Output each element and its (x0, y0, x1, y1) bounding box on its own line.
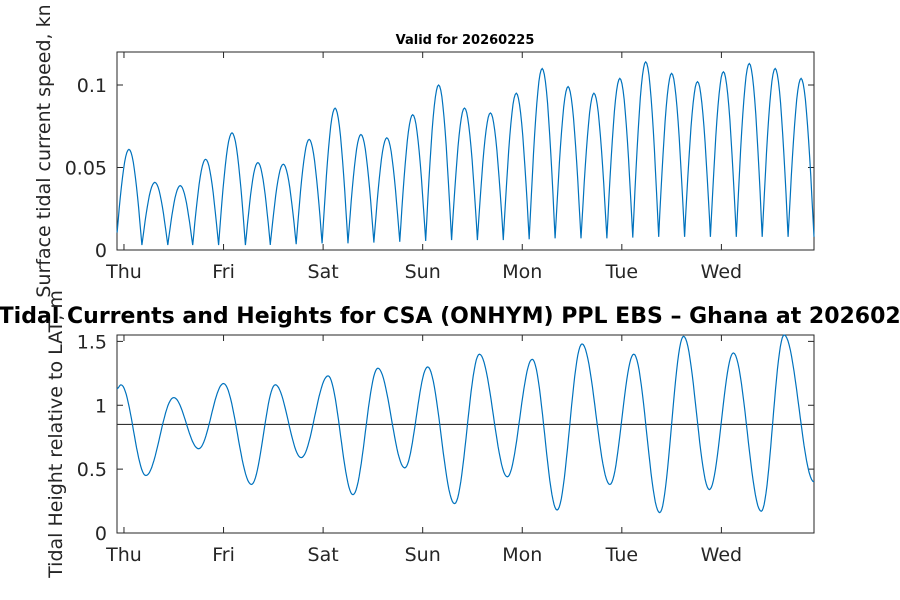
tidal-height-x-tick-label: Thu (105, 544, 142, 566)
tidal-height-y-tick-label: 0 (95, 523, 107, 545)
current-speed-y-tick-label: 0 (95, 240, 107, 262)
current-speed-plot-area (116, 51, 815, 251)
tidal-height-x-tick-label: Mon (502, 544, 542, 566)
tidal-height-plot-area (116, 334, 815, 534)
tidal-height-y-ticks: 0 0.5 1 1.5 (77, 331, 814, 545)
tidal-height-x-ticks: Thu Fri Sat Sun Mon Tue Wed (105, 335, 742, 566)
current-speed-x-tick-label: Wed (701, 261, 742, 283)
current-speed-y-tick-label: 0.05 (65, 158, 107, 180)
current-speed-series-line (116, 60, 815, 246)
tidal-height-x-tick-label: Sun (405, 544, 441, 566)
current-speed-y-tick-label: 0.1 (77, 75, 107, 97)
current-speed-x-ticks: Thu Fri Sat Sun Mon Tue Wed (105, 52, 742, 283)
tidal-height-y-axis-label: Tidal Height relative to LAT, m (45, 290, 67, 579)
current-speed-y-axis-label: Surface tidal current speed, kn (33, 4, 55, 297)
tidal-height-x-tick-label: Tue (605, 544, 638, 566)
current-speed-x-tick-label: Sat (308, 261, 339, 283)
tidal-height-series-line (116, 334, 815, 514)
current-speed-x-tick-label: Tue (605, 261, 638, 283)
current-speed-y-ticks: 0 0.05 0.1 (65, 75, 814, 262)
tidal-chart-title: Tidal Currents and Heights for CSA (ONHY… (0, 304, 900, 329)
tidal-height-y-tick-label: 1.5 (77, 331, 107, 353)
current-speed-chart-title: Valid for 20260225 (396, 33, 535, 48)
tidal-height-x-tick-label: Sat (308, 544, 339, 566)
tidal-height-y-tick-label: 1 (95, 395, 107, 417)
tidal-height-x-tick-label: Wed (701, 544, 742, 566)
current-speed-x-tick-label: Mon (502, 261, 542, 283)
tidal-height-y-tick-label: 0.5 (77, 459, 107, 481)
current-speed-x-tick-label: Sun (405, 261, 441, 283)
current-speed-x-tick-label: Thu (105, 261, 142, 283)
tidal-height-x-tick-label: Fri (212, 544, 235, 566)
current-speed-x-tick-label: Fri (212, 261, 235, 283)
